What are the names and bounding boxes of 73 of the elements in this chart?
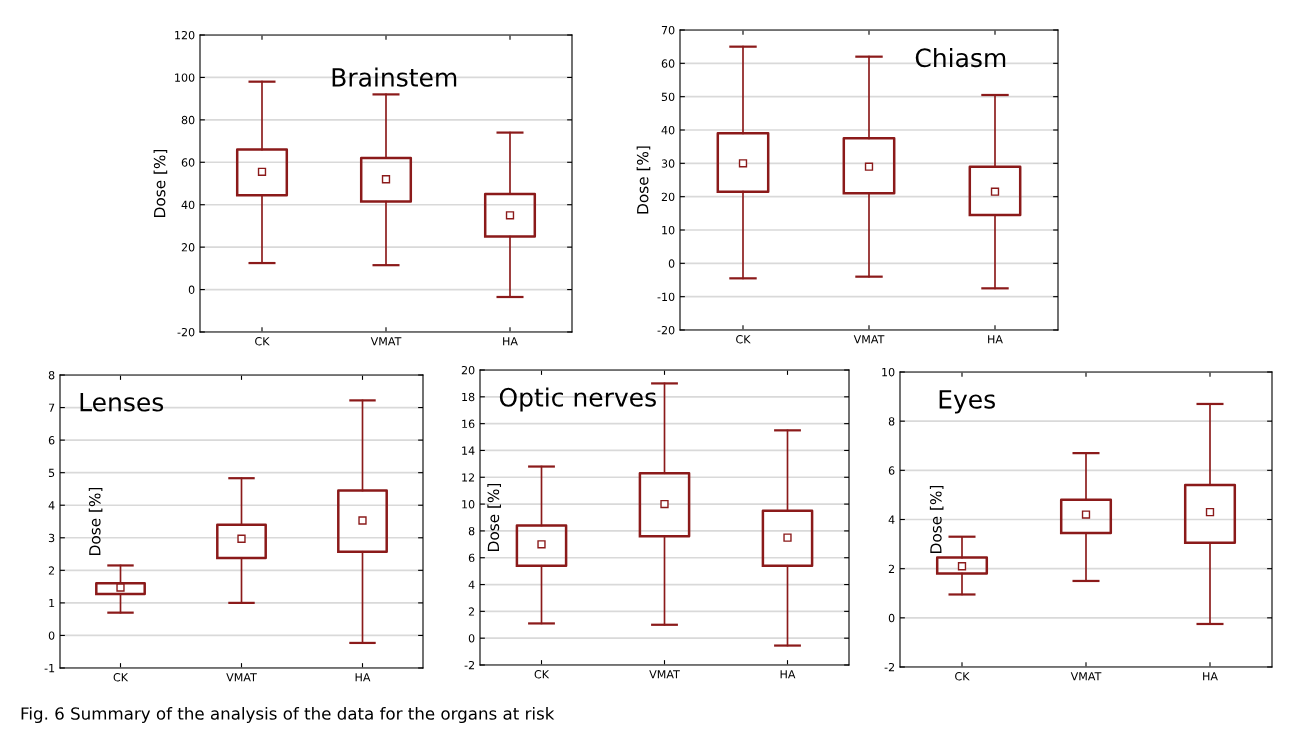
y-tick-label: 60 [661,59,675,68]
y-tick-label: 70 [661,25,675,35]
y-axis-title: Dose [%] [487,483,501,551]
x-tick-label: VMAT [1070,672,1102,681]
y-tick-label: 4 [48,501,55,510]
x-tick-label: CK [736,335,751,344]
x-tick-label: CK [255,337,270,346]
x-tick-label: VMAT [649,670,680,679]
x-tick-label: HA [988,335,1003,344]
x-tick-label: CK [534,670,550,679]
y-tick-label: 50 [661,92,675,102]
y-axis-title: Dose [%] [88,487,103,555]
y-tick-label: 5 [48,468,55,478]
x-tick-label: VMAT [853,335,885,344]
y-tick-label: 18 [462,392,475,402]
y-tick-label: 0 [188,285,195,294]
y-tick-label: 12 [462,473,475,482]
y-tick-label: 6 [48,436,55,445]
y-axis-title: Dose [%] [636,146,651,214]
y-tick-label: 120 [175,30,195,40]
x-tick-label: CK [955,672,970,681]
y-tick-label: 20 [461,365,475,375]
y-tick-label: 6 [888,466,895,475]
y-tick-label: 80 [181,115,195,125]
y-tick-label: 40 [181,200,195,210]
y-tick-label: -20 [177,327,195,337]
y-axis-title: Dose [%] [153,149,168,217]
x-tick-label: HA [503,337,518,346]
y-tick-label: 10 [882,367,895,377]
text: Brainstem [332,67,457,87]
y-axis-title: Dose [%] [929,485,944,553]
text: Chiasm [915,47,1006,68]
y-tick-label: 1 [49,599,55,608]
x-tick-label: VMAT [370,337,402,346]
y-tick-label: 10 [462,500,475,509]
y-tick-label: 4 [888,515,895,524]
y-tick-label: 0 [48,631,55,640]
y-tick-label: -20 [657,325,675,335]
y-tick-label: 8 [468,526,475,536]
x-tick-label: HA [355,673,371,682]
y-tick-label: 0 [468,634,475,643]
text: Lenses [80,392,164,412]
y-tick-label: 3 [48,533,55,543]
x-tick-label: VMAT [226,673,257,682]
y-tick-label: 0 [888,613,895,623]
y-tick-label: 2 [48,566,55,575]
x-tick-label: HA [1203,672,1218,681]
y-tick-label: 2 [468,607,475,616]
y-tick-label: -2 [464,660,475,670]
y-tick-label: 40 [661,125,675,135]
y-tick-label: -1 [44,664,55,673]
y-tick-label: 0 [668,259,675,268]
y-tick-label: 14 [462,446,475,455]
caption: Fig. 6 Summary of the analysis of the data for the organs at risk [21,706,555,724]
x-tick-label: HA [780,670,796,679]
y-tick-label: 8 [48,370,55,380]
y-tick-label: 30 [661,159,675,168]
y-tick-label: 20 [181,243,195,252]
x-tick-label: CK [113,673,129,682]
y-tick-label: 20 [661,192,675,202]
text: Optic nerves [499,387,656,412]
y-tick-label: -10 [657,292,675,302]
y-tick-label: -2 [884,662,895,672]
y-tick-label: 100 [175,73,195,82]
y-tick-label: 16 [462,419,475,429]
y-tick-label: 2 [888,564,895,573]
y-tick-label: 60 [181,158,195,167]
y-tick-label: 10 [662,225,675,235]
y-tick-label: 4 [468,580,475,589]
y-tick-label: 6 [468,553,475,563]
y-tick-label: 7 [48,403,55,412]
text: Eyes [939,390,995,414]
y-tick-label: 8 [888,417,895,426]
